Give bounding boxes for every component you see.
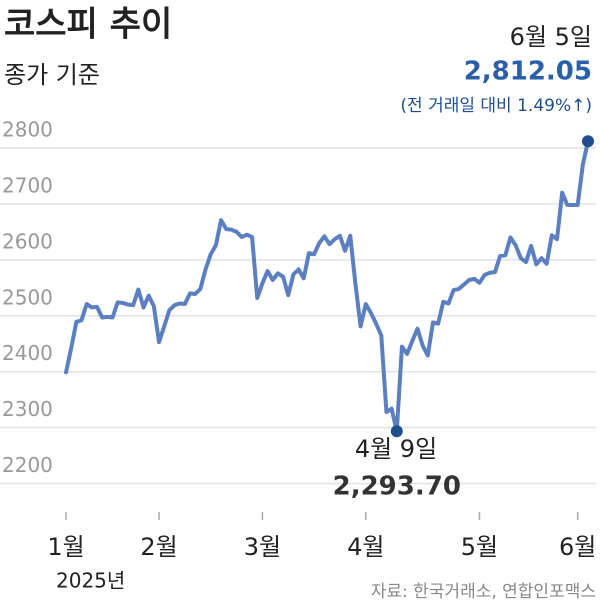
highlight-point [582,135,594,148]
value-label: 2,812.05 [464,57,592,87]
x-tick-label: 5월 [461,533,498,561]
x-tick-label: 4월 [347,533,384,561]
annotation-date: 4월 9일 [355,435,437,463]
y-tick-label: 2200 [2,453,53,477]
highlight-point [390,425,403,438]
x-tick-label: 6월 [559,533,596,561]
year-label: 2025년 [56,569,125,593]
x-tick-label: 3월 [244,533,281,561]
y-tick-label: 2400 [2,341,53,365]
source: 자료: 한국거래소, 연합인포맥스 [371,582,596,602]
chart-subtitle: 종가 기준 [4,61,100,89]
annotation-date: 6월 5일 [510,23,592,51]
y-tick-label: 2700 [2,173,53,197]
grid [0,147,596,485]
y-tick-label: 2800 [2,117,53,141]
chart-title: 코스피 추이 [4,5,172,45]
y-tick-label: 2500 [2,285,53,309]
y-tick-label: 2600 [2,229,53,253]
x-tick-label: 1월 [47,533,84,561]
x-tick-label: 2월 [140,533,177,561]
change-note: (전 거래일 대비 1.49%↑) [400,96,592,116]
y-tick-label: 2300 [2,397,53,421]
line [64,139,590,434]
value-label: 2,293.70 [333,472,461,502]
